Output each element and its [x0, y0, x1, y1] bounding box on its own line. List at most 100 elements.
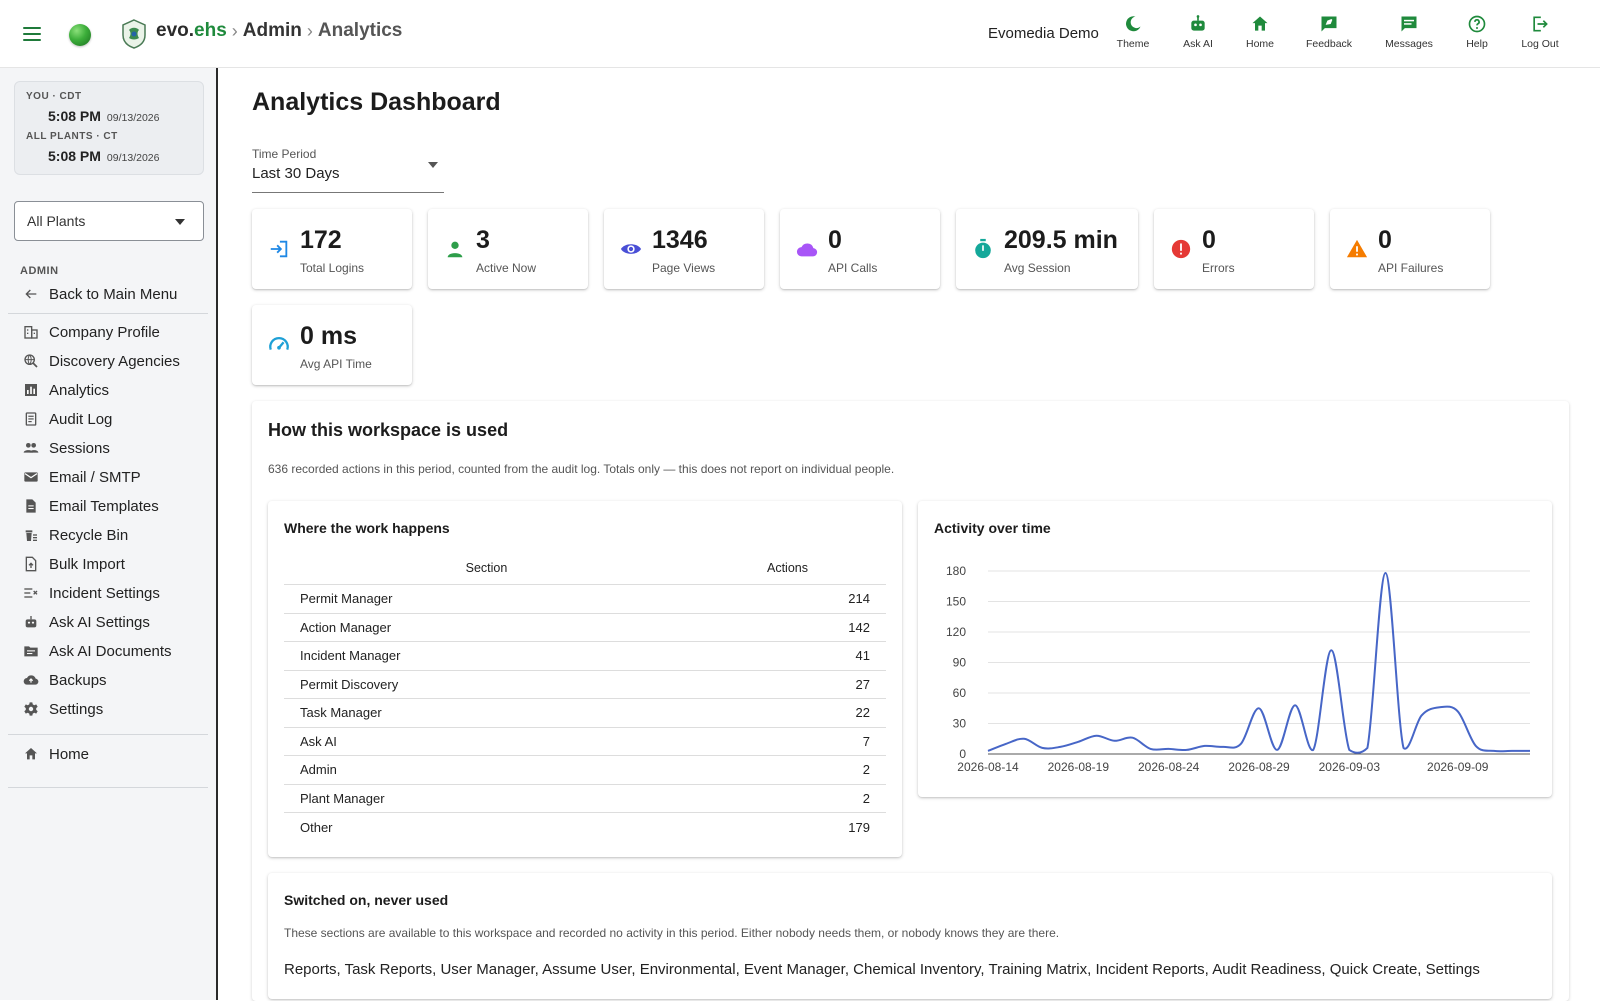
sidebar-item-incident-settings[interactable]: Incident Settings [18, 579, 208, 607]
actions-count-cell: 214 [848, 591, 870, 607]
gear-icon [24, 702, 38, 716]
rule-settings-icon [24, 588, 38, 598]
table-row[interactable]: Permit Discovery 27 [284, 671, 886, 699]
column-header-actions[interactable]: Actions [767, 561, 808, 575]
warning-icon [1346, 239, 1368, 258]
actions-count-cell: 22 [855, 705, 870, 721]
table-row[interactable]: Permit Manager 214 [284, 585, 886, 614]
breadcrumb-current: Analytics [317, 20, 403, 41]
column-header-section[interactable]: Section [465, 561, 508, 575]
table-row[interactable]: Other 179 [284, 813, 886, 842]
table-row[interactable]: Incident Manager 41 [284, 642, 886, 671]
stat-card-total-logins[interactable]: 172 Total Logins [252, 209, 412, 289]
table-row[interactable]: Ask AI 7 [284, 728, 886, 756]
actions-count-cell: 7 [862, 733, 870, 749]
section-name-cell: Permit Manager [300, 591, 393, 607]
building-icon [24, 326, 38, 339]
activity-line-chart: 0 30 60 90 120 150 180 2026-08-14 2026-08-19 2026… [946, 564, 1530, 774]
actions-count-cell: 2 [862, 790, 870, 806]
usage-subtitle: 636 recorded actions in this period, cou… [268, 462, 895, 476]
x-tick-label: 2026-09-09 [1427, 760, 1489, 774]
sidebar-item-recycle-bin[interactable]: Recycle Bin [18, 521, 208, 549]
sidebar-item-settings[interactable]: Settings [18, 695, 208, 723]
cloud-icon [796, 243, 818, 257]
help-icon [1468, 15, 1486, 33]
timer-icon [975, 238, 991, 259]
stat-card-api-calls[interactable]: 0 API Calls [780, 209, 940, 289]
y-tick-label: 90 [953, 656, 967, 670]
sidebar-item-backups[interactable]: Backups [18, 666, 208, 694]
chart-title: Activity over time [934, 520, 1051, 536]
robot-settings-icon [25, 616, 37, 628]
logout-button[interactable]: Log Out [1517, 14, 1563, 58]
messages-button[interactable]: Messages [1379, 14, 1439, 58]
back-to-main-menu[interactable]: Back to Main Menu [18, 280, 208, 308]
y-tick-label: 180 [946, 564, 966, 578]
stat-card-page-views[interactable]: 1346 Page Views [604, 209, 764, 289]
sidebar-item-company-profile[interactable]: Company Profile [18, 318, 208, 346]
activity-series-line [987, 571, 1530, 754]
sidebar-item-sessions[interactable]: Sessions [18, 434, 208, 462]
organization-name[interactable]: Evomedia Demo [988, 25, 1099, 42]
sidebar-item-discovery-agencies[interactable]: Discovery Agencies [18, 347, 208, 375]
status-indicator-icon [69, 24, 91, 46]
arrow-back-icon [25, 289, 37, 299]
table-title: Where the work happens [284, 520, 450, 536]
help-button[interactable]: Help [1457, 14, 1497, 58]
where-work-happens-panel: Where the work happens Section Actions P… [268, 501, 902, 857]
logout-icon [1533, 16, 1548, 32]
chevron-down-icon [428, 162, 438, 168]
actions-count-cell: 142 [848, 619, 870, 635]
table-row[interactable]: Task Manager 22 [284, 699, 886, 728]
feedback-icon [1321, 16, 1337, 32]
sidebar-item-analytics[interactable]: Analytics [18, 376, 208, 404]
actions-count-cell: 27 [855, 676, 870, 692]
brand-name[interactable]: evo.ehs [156, 20, 227, 41]
y-tick-label: 60 [953, 686, 967, 700]
time-period-select[interactable]: Time Period Last 30 Days [252, 145, 444, 193]
breadcrumb-admin[interactable]: Admin [242, 20, 302, 41]
sidebar-item-ask-ai-settings[interactable]: Ask AI Settings [18, 608, 208, 636]
home-button[interactable]: Home [1237, 14, 1283, 58]
person-icon [447, 241, 463, 258]
section-name-cell: Incident Manager [300, 648, 401, 664]
theme-button[interactable]: Theme [1110, 14, 1156, 58]
plants-time: 5:08 PM 09/13/2026 [48, 148, 160, 164]
table-row[interactable]: Admin 2 [284, 756, 886, 785]
divider [8, 734, 208, 735]
stat-card-api-failures[interactable]: 0 API Failures [1330, 209, 1490, 289]
speed-icon [269, 336, 289, 350]
bar-chart-icon [25, 384, 37, 396]
x-tick-label: 2026-08-19 [1048, 760, 1110, 774]
login-icon [270, 240, 288, 258]
people-icon [23, 443, 39, 453]
stat-card-avg-session[interactable]: 209.5 min Avg Session [956, 209, 1138, 289]
file-upload-icon [25, 556, 37, 572]
home-icon [25, 748, 37, 760]
stat-card-errors[interactable]: 0 Errors [1154, 209, 1314, 289]
home-icon [1252, 16, 1268, 31]
stat-card-active-now[interactable]: 3 Active Now [428, 209, 588, 289]
table-row[interactable]: Plant Manager 2 [284, 785, 886, 813]
section-name-cell: Admin [300, 762, 337, 778]
feedback-button[interactable]: Feedback [1299, 14, 1359, 58]
ask-ai-button[interactable]: Ask AI [1175, 14, 1221, 58]
sidebar-item-home[interactable]: Home [18, 740, 208, 768]
cloud-upload-icon [23, 675, 39, 685]
section-name-cell: Action Manager [300, 619, 392, 635]
plant-select[interactable]: All Plants [14, 201, 204, 241]
sidebar-item-email-templates[interactable]: Email Templates [18, 492, 208, 520]
hamburger-menu-icon[interactable] [20, 22, 44, 46]
sidebar-item-audit-log[interactable]: Audit Log [18, 405, 208, 433]
table-row[interactable]: Action Manager 142 [284, 614, 886, 642]
sidebar-item-bulk-import[interactable]: Bulk Import [18, 550, 208, 578]
sidebar-item-ask-ai-documents[interactable]: Ask AI Documents [18, 637, 208, 665]
stat-card-avg-api-time[interactable]: 0 ms Avg API Time [252, 305, 412, 385]
sections-table: Section Actions Permit Manager 214 Action … [284, 561, 886, 842]
x-tick-label: 2026-08-29 [1228, 760, 1290, 774]
unused-sections-list: Reports, Task Reports, User Manager, Ass… [284, 961, 1480, 978]
y-tick-label: 0 [959, 747, 966, 761]
sidebar-item-email-smtp[interactable]: Email / SMTP [18, 463, 208, 491]
mail-icon [24, 472, 38, 482]
actions-count-cell: 41 [855, 648, 870, 664]
